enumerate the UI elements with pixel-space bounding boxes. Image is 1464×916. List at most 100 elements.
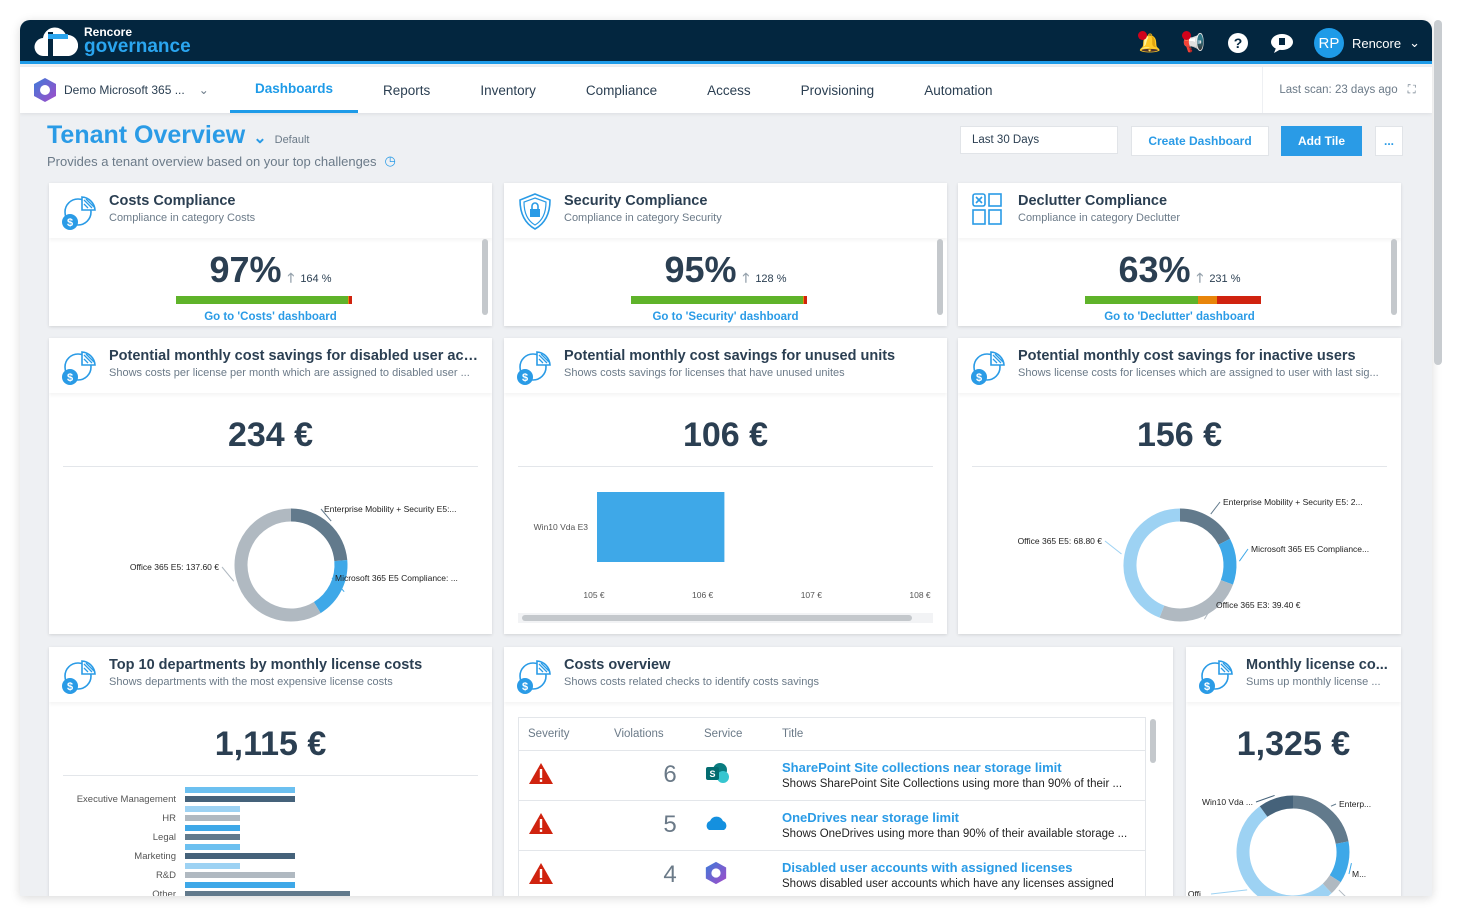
page-title[interactable]: Tenant Overview ⌄ Default bbox=[47, 121, 309, 150]
department-label: Marketing bbox=[134, 851, 176, 862]
notifications-bell-icon[interactable]: 🔔 bbox=[1137, 31, 1162, 53]
nav-bar: Demo Microsoft 365 ... ⌄ Dashboards Repo… bbox=[20, 67, 1432, 113]
donut-slice[interactable] bbox=[234, 508, 321, 622]
donut-slice[interactable] bbox=[1179, 508, 1231, 546]
column-header-severity[interactable]: Severity bbox=[519, 718, 605, 751]
donut-slice[interactable] bbox=[1218, 538, 1237, 585]
column-header-violations[interactable]: Violations bbox=[605, 718, 695, 751]
x-tick-label: 107 € bbox=[801, 590, 823, 600]
donut-slice[interactable] bbox=[1123, 508, 1181, 618]
tile-scrollbar[interactable] bbox=[1391, 239, 1397, 315]
donut-slice[interactable] bbox=[1322, 875, 1341, 894]
go-to-dashboard-link[interactable]: Go to 'Costs' dashboard bbox=[204, 311, 337, 323]
tab-inventory[interactable]: Inventory bbox=[480, 82, 536, 98]
department-bar[interactable] bbox=[185, 853, 295, 859]
onedrive-icon bbox=[695, 800, 773, 851]
tab-provisioning[interactable]: Provisioning bbox=[800, 82, 875, 98]
svg-text:$: $ bbox=[976, 372, 982, 384]
tile-scrollbar[interactable] bbox=[937, 239, 943, 315]
svg-text:S: S bbox=[709, 769, 715, 779]
department-bar[interactable] bbox=[185, 844, 240, 850]
tile-subtitle: Compliance in category Security bbox=[564, 212, 722, 224]
date-range-select[interactable]: Last 30 Days bbox=[960, 126, 1118, 154]
donut-slice[interactable] bbox=[1236, 806, 1332, 896]
monthly-license-donut: Enterp...M...Offi...Offi...Win10 Vda ... bbox=[1188, 794, 1371, 896]
donut-slice[interactable] bbox=[1159, 579, 1233, 622]
label-leader-line bbox=[1330, 803, 1337, 807]
create-dashboard-button[interactable]: Create Dashboard bbox=[1131, 126, 1269, 156]
department-bar[interactable] bbox=[185, 796, 295, 802]
table-scrollbar[interactable] bbox=[1150, 719, 1156, 763]
tab-automation[interactable]: Automation bbox=[924, 82, 993, 98]
department-bar[interactable] bbox=[185, 834, 240, 840]
tab-dashboards[interactable]: Dashboards bbox=[230, 67, 359, 113]
svg-text:$: $ bbox=[1204, 681, 1210, 693]
tile-scrollbar[interactable] bbox=[482, 239, 488, 315]
tab-reports[interactable]: Reports bbox=[383, 82, 431, 98]
department-bar[interactable] bbox=[185, 863, 240, 869]
donut-slice[interactable] bbox=[313, 560, 348, 614]
go-to-dashboard-link[interactable]: Go to 'Declutter' dashboard bbox=[1104, 311, 1255, 323]
donut-slice[interactable] bbox=[1259, 795, 1294, 817]
compliance-percent: 63% bbox=[1118, 249, 1191, 290]
department-bar[interactable] bbox=[185, 891, 350, 896]
announcements-megaphone-icon[interactable]: 📢 bbox=[1181, 31, 1206, 53]
column-header-service[interactable]: Service bbox=[695, 718, 773, 751]
check-title-link[interactable]: Disabled user accounts with assigned lic… bbox=[782, 860, 1073, 875]
department-label: Executive Management bbox=[77, 794, 177, 805]
slice-label: Enterprise Mobility + Security E5: 2... bbox=[1223, 497, 1363, 507]
bar[interactable] bbox=[597, 492, 725, 562]
department-bar[interactable] bbox=[185, 806, 240, 812]
rencore-logo[interactable]: Rencore governance bbox=[34, 24, 191, 58]
bar-pass bbox=[631, 296, 804, 304]
costs-pie-dollar-icon: $ bbox=[1199, 660, 1233, 694]
help-icon[interactable]: ? bbox=[1226, 31, 1250, 55]
add-tile-button[interactable]: Add Tile bbox=[1281, 126, 1362, 156]
tile-title: Monthly license co... bbox=[1246, 657, 1388, 673]
user-name: Rencore bbox=[1351, 35, 1402, 51]
user-menu[interactable]: RP Rencore ⌄ bbox=[1313, 28, 1420, 58]
department-bar[interactable] bbox=[185, 815, 240, 821]
label-leader-line bbox=[1203, 604, 1214, 620]
bar-warning bbox=[347, 296, 350, 304]
table-row[interactable]: 6 S SharePoint Site collections near stora… bbox=[519, 750, 1145, 801]
check-title-link[interactable]: SharePoint Site collections near storage… bbox=[782, 760, 1062, 775]
tab-compliance[interactable]: Compliance bbox=[585, 82, 658, 98]
bar-pass bbox=[1085, 296, 1198, 304]
page-scrollbar[interactable] bbox=[1434, 20, 1442, 365]
severity-cell bbox=[519, 750, 605, 801]
donut-slice[interactable] bbox=[290, 508, 348, 562]
brand-bottom: governance bbox=[84, 36, 191, 57]
table-row[interactable]: 5 OneDrives near storage limit Shows OneDr… bbox=[519, 800, 1145, 851]
bar-fail bbox=[804, 296, 807, 304]
arrow-up-icon: 🡑 bbox=[1196, 270, 1204, 285]
chart-scrollbar-thumb[interactable] bbox=[522, 615, 912, 621]
department-bar[interactable] bbox=[185, 825, 240, 831]
last-scan-text: Last scan: 23 days ago bbox=[1279, 84, 1398, 96]
chevron-down-icon[interactable]: ⌄ bbox=[253, 130, 267, 147]
label-leader-line bbox=[1210, 889, 1248, 895]
violations-count: 6 bbox=[605, 750, 695, 801]
department-bar[interactable] bbox=[185, 872, 295, 878]
svg-text:$: $ bbox=[67, 372, 73, 384]
slice-label: Office 365 E5: 68.80 € bbox=[1018, 536, 1103, 546]
department-bar[interactable] bbox=[185, 787, 295, 793]
category-label: Win10 Vda E3 bbox=[534, 522, 589, 532]
tenant-selector[interactable]: Demo Microsoft 365 ... ⌄ bbox=[32, 77, 209, 103]
chevron-down-icon: ⌄ bbox=[198, 83, 209, 97]
compliance-percent: 95% bbox=[664, 249, 737, 290]
donut-slice[interactable] bbox=[1329, 841, 1350, 883]
feedback-icon[interactable] bbox=[1270, 31, 1294, 55]
warning-triangle-icon bbox=[529, 862, 553, 884]
tab-access[interactable]: Access bbox=[707, 82, 751, 98]
column-header-title[interactable]: Title bbox=[773, 718, 1145, 751]
check-title-link[interactable]: OneDrives near storage limit bbox=[782, 810, 960, 825]
history-icon[interactable]: ◷ bbox=[384, 153, 396, 168]
more-button[interactable]: ... bbox=[1375, 126, 1403, 156]
donut-slice[interactable] bbox=[1292, 795, 1349, 845]
department-bar[interactable] bbox=[185, 882, 295, 888]
table-row[interactable]: 4 Disabled user accounts with assigned li… bbox=[519, 850, 1145, 896]
go-to-dashboard-link[interactable]: Go to 'Security' dashboard bbox=[652, 311, 799, 323]
label-leader-line bbox=[1255, 794, 1275, 803]
fullscreen-icon[interactable]: ⛶ bbox=[1407, 83, 1416, 96]
